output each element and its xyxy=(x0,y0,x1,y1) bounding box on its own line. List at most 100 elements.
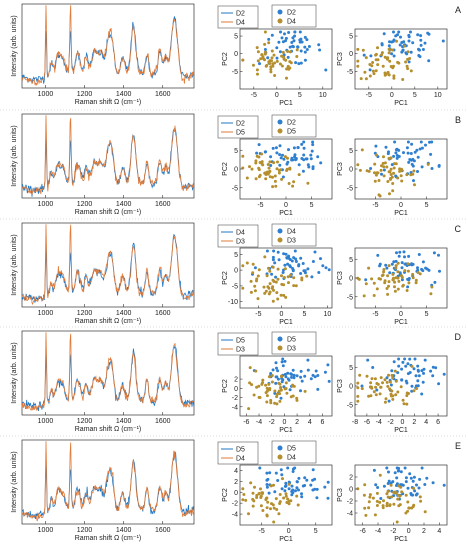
scatter-point xyxy=(291,268,295,272)
scatter-point xyxy=(302,153,306,157)
scatter-point xyxy=(274,471,278,475)
legend-marker-swatch xyxy=(277,119,283,125)
scatter-point xyxy=(285,76,288,80)
scatter-point xyxy=(264,177,268,181)
scatter-point xyxy=(395,154,399,157)
scatter-point xyxy=(270,380,274,384)
scatter-x-axis-label: PC1 xyxy=(279,427,293,434)
scatter-x-tick-label: 0 xyxy=(279,311,283,318)
scatter-point xyxy=(306,368,310,372)
raman-y-axis-label: Intensity (arb. units) xyxy=(11,15,18,76)
scatter-point xyxy=(378,473,382,477)
scatter-point xyxy=(368,493,372,497)
scatter-point xyxy=(267,286,271,290)
scatter-point xyxy=(397,504,401,508)
scatter-point xyxy=(397,279,401,283)
scatter-point xyxy=(278,392,282,396)
scatter-point xyxy=(276,250,280,254)
raman-axes-frame xyxy=(21,439,195,525)
scatter-point xyxy=(379,497,383,500)
scatter-point xyxy=(272,249,276,253)
scatter-point xyxy=(390,262,394,266)
scatter-point xyxy=(291,394,295,398)
scatter-point xyxy=(397,484,401,488)
scatter-point xyxy=(376,486,380,489)
scatter-point xyxy=(290,41,294,44)
scatter-point xyxy=(257,268,261,272)
scatter-point xyxy=(284,36,288,40)
scatter-plot-A-2: -5 0 5 10 -5 0 5 PC1 PC3 xyxy=(337,28,448,107)
scatter-point xyxy=(410,506,414,510)
legend-marker-swatch xyxy=(277,445,283,451)
scatter-point xyxy=(306,267,310,271)
scatter-point xyxy=(382,168,386,172)
scatter-point xyxy=(297,62,301,66)
scatter-point xyxy=(260,152,264,156)
scatter-point xyxy=(431,481,435,485)
scatter-point xyxy=(365,374,369,378)
scatter-point xyxy=(372,390,376,394)
scatter-point xyxy=(288,166,292,170)
scatter-point xyxy=(288,388,292,392)
legend-line-label: D4 xyxy=(236,20,245,27)
scatter-point xyxy=(299,272,303,275)
scatter-point xyxy=(430,167,434,170)
scatter-point xyxy=(412,179,415,183)
scatter-point xyxy=(297,163,301,167)
scatter-point xyxy=(374,144,378,148)
scatter-point xyxy=(297,173,301,177)
scatter-point xyxy=(250,383,254,387)
scatter-point xyxy=(270,33,274,37)
raman-x-tick-label: 1400 xyxy=(116,527,132,534)
scatter-point xyxy=(391,394,395,398)
scatter-point xyxy=(311,260,315,263)
scatter-point xyxy=(271,185,275,189)
scatter-point xyxy=(271,62,275,66)
scatter-point xyxy=(358,168,362,172)
scatter-point xyxy=(367,500,371,504)
scatter-point xyxy=(283,155,287,159)
scatter-point xyxy=(421,260,425,264)
scatter-point xyxy=(393,280,397,284)
legend-line-label: D5 xyxy=(236,447,245,454)
scatter-point xyxy=(241,286,245,290)
raman-x-tick-label: 1000 xyxy=(38,91,54,98)
scatter-point xyxy=(286,55,290,59)
legend-line-label: D5 xyxy=(236,130,245,137)
scatter-point xyxy=(241,264,245,268)
scatter-point xyxy=(441,39,445,43)
scatter-point xyxy=(356,386,360,390)
scatter-point xyxy=(368,74,372,78)
scatter-point xyxy=(283,489,287,493)
scatter-point xyxy=(397,30,401,34)
scatter-point xyxy=(381,506,385,510)
scatter-point xyxy=(309,377,313,381)
scatter-point xyxy=(398,250,402,254)
scatter-x-tick-label: -6 xyxy=(360,528,366,535)
scatter-point xyxy=(269,398,273,402)
scatter-point xyxy=(241,498,245,502)
scatter-point xyxy=(388,192,391,196)
scatter-point xyxy=(387,373,390,377)
spectrum-line-D3 xyxy=(21,224,195,306)
scatter-y-tick-label: 0 xyxy=(234,386,238,393)
scatter-point xyxy=(284,58,288,62)
scatter-point xyxy=(389,383,393,387)
scatter-point xyxy=(419,38,423,42)
scatter-x-tick-label: 10 xyxy=(319,92,327,99)
scatter-point xyxy=(410,162,414,166)
scatter-point xyxy=(403,269,407,273)
scatter-point xyxy=(289,499,293,503)
raman-x-tick-label: 1200 xyxy=(77,418,93,425)
scatter-point xyxy=(275,375,279,379)
scatter-point xyxy=(269,484,273,488)
scatter-y-tick-label: -5 xyxy=(347,69,353,76)
scatter-point xyxy=(284,295,288,299)
scatter-point xyxy=(266,170,269,174)
scatter-point xyxy=(400,278,404,282)
scatter-point xyxy=(268,62,272,65)
scatter-point xyxy=(392,490,396,494)
scatter-point xyxy=(373,179,377,183)
scatter-point xyxy=(271,146,275,150)
scatter-point xyxy=(288,50,292,54)
